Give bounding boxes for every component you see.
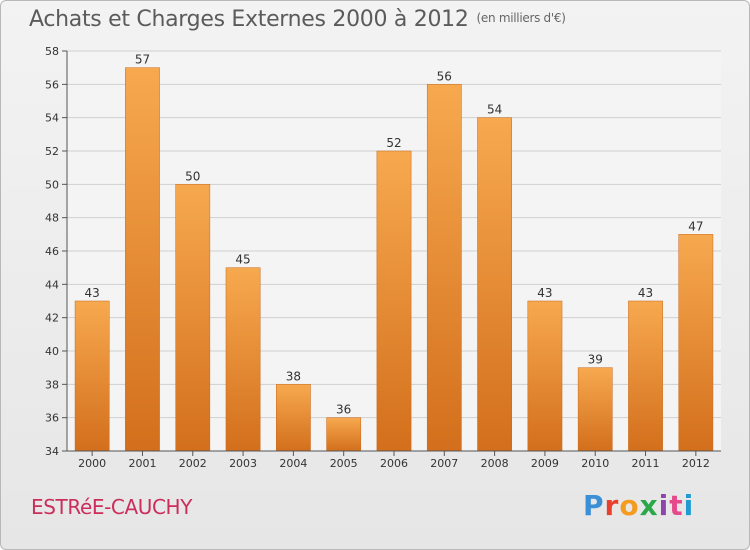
bar-value-label: 38 bbox=[286, 369, 301, 383]
bar-value-label: 43 bbox=[638, 286, 653, 300]
bar bbox=[628, 300, 663, 452]
y-tick-label: 58 bbox=[45, 45, 59, 58]
bar bbox=[175, 184, 211, 452]
bar-value-label: 39 bbox=[588, 353, 603, 367]
y-tick-label: 40 bbox=[45, 345, 59, 358]
x-tick-label: 2005 bbox=[330, 457, 358, 470]
bar bbox=[225, 267, 261, 452]
bar-value-label: 56 bbox=[437, 69, 452, 83]
x-tick-label: 2008 bbox=[481, 457, 509, 470]
bars: 43 57 50 45 38 36 52 56 54 43 39 43 47 bbox=[74, 53, 714, 452]
bar-value-label: 43 bbox=[537, 286, 552, 300]
x-tick-label: 2009 bbox=[531, 457, 559, 470]
y-tick-label: 46 bbox=[45, 245, 59, 258]
bar bbox=[326, 417, 362, 452]
bar bbox=[678, 234, 714, 452]
x-tick-label: 2001 bbox=[128, 457, 156, 470]
bar-value-label: 57 bbox=[135, 53, 150, 67]
bar-value-label: 43 bbox=[85, 286, 100, 300]
bar-value-label: 36 bbox=[336, 403, 351, 417]
bar bbox=[74, 300, 110, 452]
chart-subtitle: (en milliers d'€) bbox=[476, 11, 566, 25]
chart-title: Achats et Charges Externes 2000 à 2012 (e… bbox=[29, 7, 566, 32]
proxiti-logo: Proxiti bbox=[583, 489, 694, 522]
logo-letter: r bbox=[604, 489, 620, 522]
x-tick-label: 2002 bbox=[179, 457, 207, 470]
y-tick-label: 44 bbox=[45, 278, 59, 291]
y-tick-label: 36 bbox=[45, 412, 59, 425]
y-tick-label: 52 bbox=[45, 145, 59, 158]
bar bbox=[527, 300, 563, 452]
x-axis: 2000 2001 2002 2003 2004 2005 2006 2007 2008 2009… bbox=[67, 450, 721, 470]
logo-letter: i bbox=[683, 489, 695, 522]
bar bbox=[276, 384, 311, 452]
x-tick-label: 2012 bbox=[682, 457, 710, 470]
y-tick-label: 50 bbox=[45, 178, 59, 191]
bar-value-label: 50 bbox=[185, 169, 200, 183]
logo-letter: P bbox=[583, 489, 605, 522]
bar bbox=[477, 117, 512, 452]
x-tick-label: 2007 bbox=[430, 457, 458, 470]
y-tick-label: 56 bbox=[45, 78, 59, 91]
y-tick-label: 54 bbox=[45, 112, 59, 125]
bar-value-label: 45 bbox=[235, 253, 250, 267]
logo-letter: t bbox=[669, 489, 684, 522]
logo-letter: x bbox=[639, 489, 659, 522]
y-tick-label: 34 bbox=[45, 445, 59, 458]
bar bbox=[577, 367, 613, 452]
y-axis: 34 36 38 40 42 44 46 48 50 52 54 56 58 bbox=[45, 45, 68, 458]
bar-value-label: 52 bbox=[386, 136, 401, 150]
x-tick-label: 2000 bbox=[78, 457, 106, 470]
bar bbox=[376, 150, 412, 452]
logo-letter: i bbox=[658, 489, 670, 522]
x-tick-label: 2010 bbox=[581, 457, 609, 470]
bar-value-label: 54 bbox=[487, 103, 502, 117]
x-tick-label: 2003 bbox=[229, 457, 257, 470]
x-tick-label: 2006 bbox=[380, 457, 408, 470]
y-tick-label: 42 bbox=[45, 312, 59, 325]
bar-value-label: 47 bbox=[688, 219, 703, 233]
y-tick-label: 38 bbox=[45, 378, 59, 391]
bar bbox=[426, 84, 462, 452]
x-tick-label: 2011 bbox=[632, 457, 660, 470]
logo-letter: o bbox=[619, 489, 640, 522]
y-tick-label: 48 bbox=[45, 212, 59, 225]
bar bbox=[125, 67, 160, 452]
chart-title-text: Achats et Charges Externes 2000 à 2012 bbox=[29, 7, 469, 32]
town-name: ESTRéE-CAUCHY bbox=[31, 495, 193, 519]
x-tick-label: 2004 bbox=[279, 457, 307, 470]
